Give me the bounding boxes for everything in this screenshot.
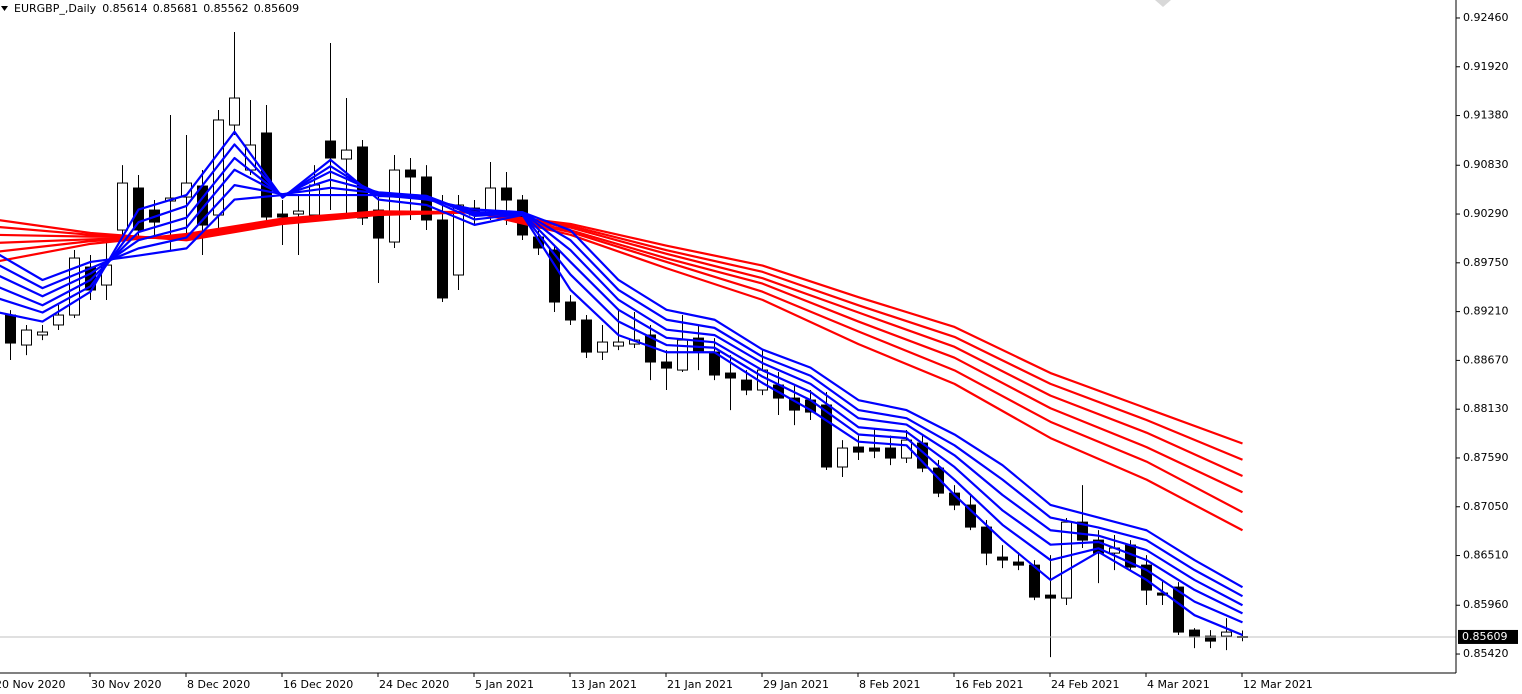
header: EURGBP_,Daily 0.85614 0.85681 0.85562 0.8560…	[14, 2, 299, 15]
candle-body	[613, 341, 624, 347]
candle-body	[1061, 521, 1072, 599]
header-open: 0.85614	[102, 2, 148, 15]
y-tick-label: 0.89750	[1463, 256, 1509, 269]
candle-body	[965, 504, 976, 528]
candle-body	[213, 119, 224, 216]
candle-body	[533, 236, 544, 249]
candle-body	[389, 169, 400, 243]
candle-body	[869, 447, 880, 452]
candle-body	[453, 204, 464, 276]
y-tick-label: 0.85420	[1463, 647, 1509, 660]
price-label: 0.85609	[1462, 630, 1508, 643]
header-low: 0.85562	[203, 2, 249, 15]
y-tick-label: 0.85960	[1463, 598, 1509, 611]
x-tick-label: 29 Jan 2021	[763, 678, 829, 691]
candle-body	[5, 314, 16, 344]
candle-body	[21, 329, 32, 346]
ma-line	[0, 193, 1244, 589]
x-tick-label: 16 Dec 2020	[283, 678, 353, 691]
candle-body	[37, 331, 48, 336]
x-tick-label: 13 Jan 2021	[571, 678, 637, 691]
candle-body	[1173, 586, 1184, 633]
candle-body	[549, 249, 560, 303]
candle-body	[293, 210, 304, 215]
y-tick-label: 0.90830	[1463, 158, 1509, 171]
x-tick-label: 24 Dec 2020	[379, 678, 449, 691]
candle-body	[373, 209, 384, 239]
y-tick-label: 0.89210	[1463, 305, 1509, 318]
candle-body	[853, 446, 864, 453]
header-high: 0.85681	[153, 2, 199, 15]
x-tick-label: 12 Mar 2021	[1243, 678, 1313, 691]
candle-body	[405, 169, 416, 178]
ma-line	[0, 211, 1243, 461]
x-tick-label: 20 Nov 2020	[0, 678, 65, 691]
x-tick-label: 4 Mar 2021	[1147, 678, 1210, 691]
y-tick-label: 0.88670	[1463, 353, 1509, 366]
x-tick-label: 21 Jan 2021	[667, 678, 733, 691]
candle-body	[1221, 631, 1232, 637]
candle-body	[933, 467, 944, 494]
y-tick-label: 0.87590	[1463, 451, 1509, 464]
candle-body	[117, 182, 128, 231]
candle-body	[837, 447, 848, 468]
ma-line	[0, 130, 1243, 637]
candle-body	[1077, 521, 1088, 541]
candle-body	[997, 556, 1008, 561]
ma-line	[0, 184, 1244, 598]
y-tick-label: 0.87050	[1463, 500, 1509, 513]
candle-body	[501, 187, 512, 201]
ma-line	[0, 156, 1243, 615]
candle-body	[1029, 564, 1040, 598]
candle-body	[677, 339, 688, 371]
candle-body	[229, 97, 240, 126]
x-tick-label: 16 Feb 2021	[955, 678, 1023, 691]
candle-body	[325, 140, 336, 159]
candle-body	[741, 379, 752, 391]
candle-body	[277, 213, 288, 218]
candle-body	[1189, 629, 1200, 638]
candle-body	[981, 526, 992, 554]
price-label-box	[1458, 629, 1518, 644]
y-tick-label: 0.91920	[1463, 60, 1509, 73]
candle-body	[1045, 594, 1056, 599]
x-tick-label: 24 Feb 2021	[1051, 678, 1119, 691]
y-tick-label: 0.92460	[1463, 11, 1509, 24]
menu-arrow	[1, 6, 8, 11]
candle-body	[885, 447, 896, 459]
candle-body	[597, 341, 608, 353]
ma-line	[0, 168, 1244, 607]
candle-body	[661, 361, 672, 369]
plot-area	[0, 31, 1456, 658]
x-tick-label: 8 Dec 2020	[187, 678, 250, 691]
y-tick-label: 0.91380	[1463, 109, 1509, 122]
y-tick-label: 0.86510	[1463, 549, 1509, 562]
ma-line	[0, 143, 1243, 624]
y-tick-label: 0.88130	[1463, 402, 1509, 415]
candle-body	[581, 319, 592, 353]
candle-body	[725, 372, 736, 379]
shift-marker	[1155, 0, 1171, 7]
candle-body	[565, 301, 576, 321]
candle-body	[437, 219, 448, 299]
candle-body	[53, 314, 64, 326]
candle-body	[1013, 561, 1024, 566]
candle-body	[341, 149, 352, 160]
x-tick-label: 8 Feb 2021	[859, 678, 920, 691]
candle-body	[1205, 635, 1216, 642]
y-tick-label: 0.90290	[1463, 207, 1509, 220]
x-tick-label: 5 Jan 2021	[475, 678, 534, 691]
x-tick-label: 30 Nov 2020	[91, 678, 161, 691]
symbol-title: EURGBP_,Daily	[14, 2, 97, 15]
header-close: 0.85609	[254, 2, 300, 15]
